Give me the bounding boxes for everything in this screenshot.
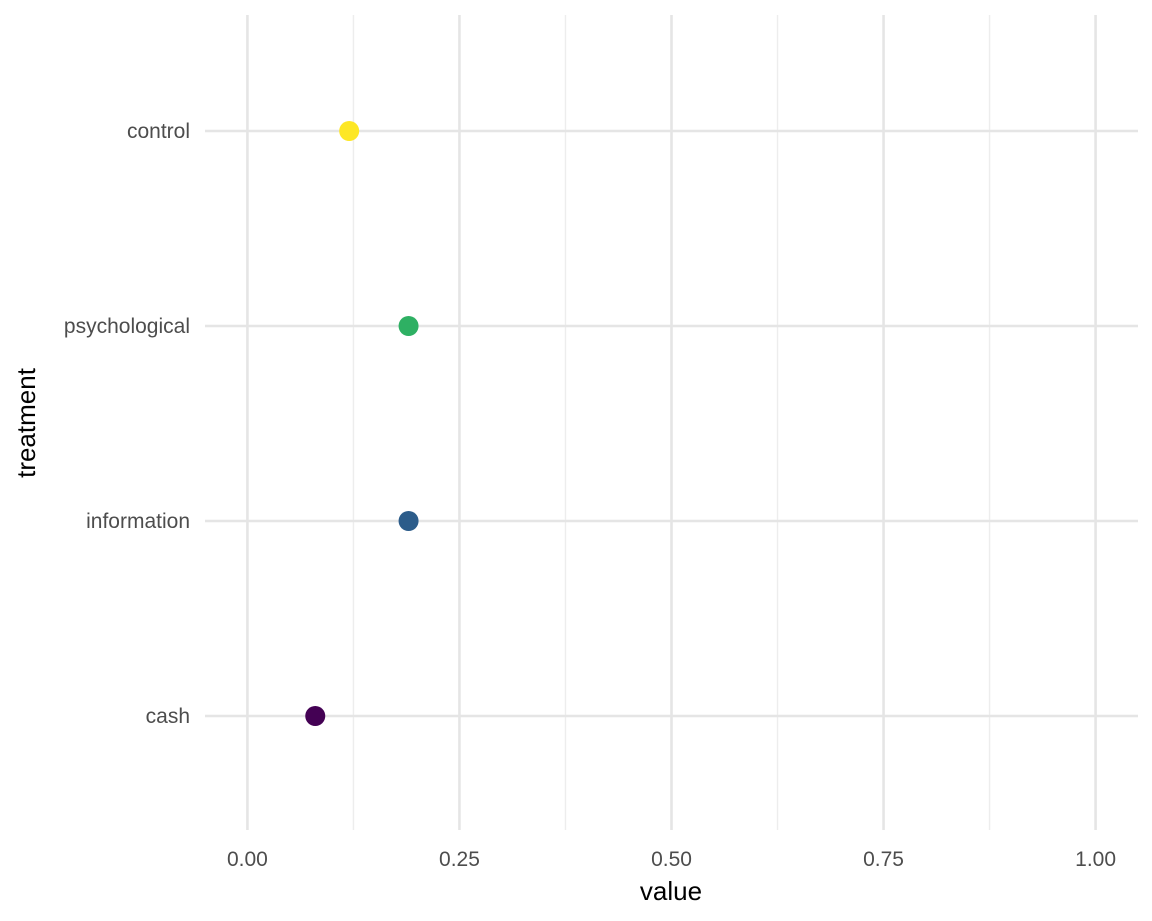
point-cash xyxy=(305,706,326,726)
y-tick-label-information: information xyxy=(86,510,190,533)
point-psychological xyxy=(398,316,419,336)
x-tick-label: 1.00 xyxy=(1075,848,1116,871)
y-tick-label-control: control xyxy=(127,120,190,143)
x-tick-label: 0.00 xyxy=(227,848,268,871)
x-tick-label: 0.25 xyxy=(439,848,480,871)
grid-layer xyxy=(205,15,1138,830)
x-axis-title: value xyxy=(640,876,702,906)
y-tick-label-cash: cash xyxy=(146,705,190,728)
point-control xyxy=(339,121,360,141)
y-tick-label-psychological: psychological xyxy=(64,315,190,338)
point-layer xyxy=(305,121,419,726)
tick-label-layer: 0.00 0.25 0.50 0.75 1.00 cash information psych… xyxy=(64,120,1116,871)
point-information xyxy=(398,511,419,531)
y-axis-title: treatment xyxy=(11,367,41,478)
x-tick-label: 0.50 xyxy=(651,848,692,871)
x-tick-label: 0.75 xyxy=(863,848,904,871)
